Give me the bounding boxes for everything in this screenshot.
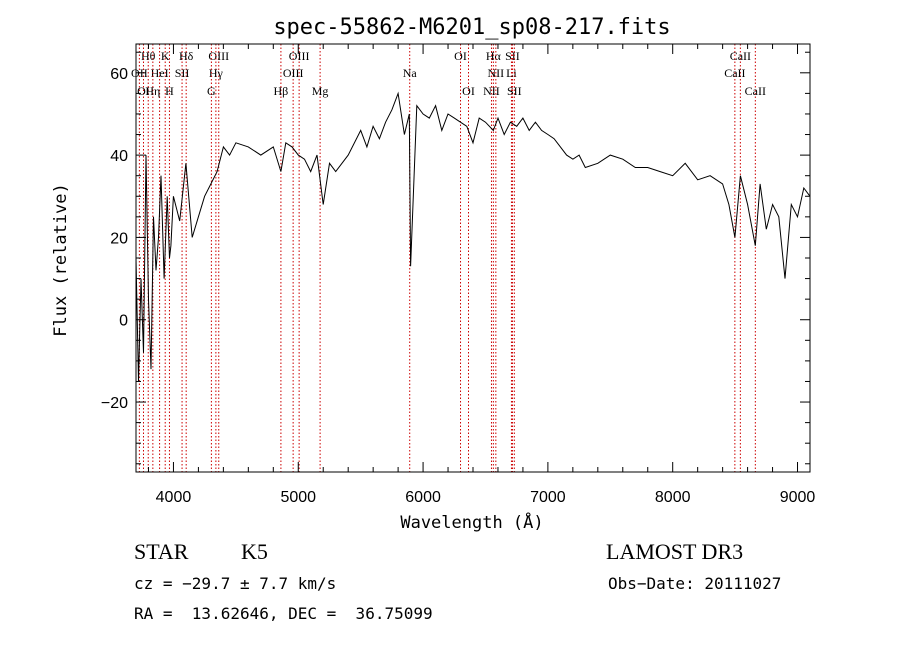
x-axis: 4000 5000 6000 7000 8000 9000 bbox=[147, 44, 816, 506]
marker-label-5: OI bbox=[454, 49, 467, 63]
y-axis: −20 0 20 40 60 bbox=[101, 51, 810, 465]
marker-label-25: NII bbox=[483, 84, 500, 98]
marker-label-7: SII bbox=[505, 49, 520, 63]
marker-label-23: Mg bbox=[312, 84, 329, 98]
spectrum-series bbox=[135, 91, 811, 382]
marker-label-1: K bbox=[161, 49, 170, 63]
survey-name: LAMOST DR3 bbox=[606, 539, 744, 564]
chart-title: spec-55862-M6201_sp08-217.fits bbox=[273, 15, 670, 40]
spectrum-line bbox=[135, 91, 811, 382]
marker-label-2: Hδ bbox=[179, 49, 194, 63]
y-tick-label-0: −20 bbox=[101, 395, 128, 412]
x-tick-label-3: 7000 bbox=[530, 489, 566, 506]
marker-label-0: Hθ bbox=[141, 49, 156, 63]
marker-label-12: Hγ bbox=[209, 66, 224, 80]
marker-label-27: CaII bbox=[745, 84, 766, 98]
sky-coordinates: RA = 13.62646, DEC = 36.75099 bbox=[134, 604, 433, 623]
y-tick-label-2: 20 bbox=[110, 230, 128, 247]
marker-label-26: SII bbox=[507, 84, 522, 98]
marker-label-14: Na bbox=[403, 66, 418, 80]
y-axis-label: Flux (relative) bbox=[51, 183, 71, 337]
marker-label-21: G bbox=[207, 84, 216, 98]
x-tick-label-5: 9000 bbox=[780, 489, 816, 506]
y-tick-label-3: 40 bbox=[110, 148, 128, 165]
marker-label-13: OIII bbox=[283, 66, 304, 80]
marker-label-4: OIII bbox=[289, 49, 310, 63]
marker-label-22: Hβ bbox=[274, 84, 289, 98]
observation-date: Obs−Date: 20111027 bbox=[608, 574, 782, 593]
marker-label-8: CaII bbox=[730, 49, 751, 63]
object-subclass: K5 bbox=[241, 539, 268, 564]
plot-frame bbox=[135, 43, 811, 473]
marker-label-17: CaII bbox=[724, 66, 745, 80]
marker-label-11: SII bbox=[175, 66, 190, 80]
marker-label-24: OI bbox=[462, 84, 475, 98]
y-tick-label-4: 60 bbox=[110, 66, 128, 83]
y-tick-label-1: 0 bbox=[119, 313, 128, 330]
object-class: STAR bbox=[134, 539, 189, 564]
x-tick-label-1: 5000 bbox=[280, 489, 316, 506]
marker-label-10: HeI bbox=[151, 66, 169, 80]
marker-label-6: Hα bbox=[486, 49, 502, 63]
marker-label-20: H bbox=[165, 84, 174, 98]
redshift-velocity: cz = −29.7 ± 7.7 km/s bbox=[134, 574, 337, 593]
x-axis-label: Wavelength (Å) bbox=[400, 511, 543, 533]
marker-label-16: Li bbox=[506, 66, 517, 80]
marker-label-19: Hη bbox=[145, 84, 160, 98]
x-tick-label-2: 6000 bbox=[405, 489, 441, 506]
marker-label-15: NII bbox=[488, 66, 505, 80]
marker-label-3: OIII bbox=[208, 49, 229, 63]
x-tick-label-4: 8000 bbox=[655, 489, 691, 506]
marker-label-18: OI bbox=[137, 84, 150, 98]
x-tick-label-0: 4000 bbox=[156, 489, 192, 506]
